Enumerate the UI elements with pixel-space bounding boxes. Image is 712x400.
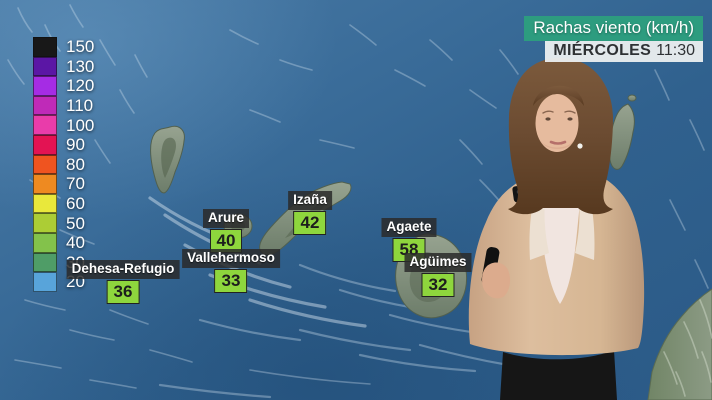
station-name: Arure [202,209,250,228]
header-datetime-box: MIÉRCOLES 11:30 [545,41,703,62]
legend-row: 120 [33,76,94,96]
legend-value-label: 120 [66,76,95,96]
wind-speed-legend: 150 130 120 110 100 90 80 70 60 50 40 30… [33,37,94,292]
legend-value-label: 80 [66,154,85,174]
time-label: 11:30 [656,42,695,59]
island-lanzarote [608,94,637,170]
legend-swatch [33,213,57,233]
legend-value-label: 100 [66,115,95,135]
station-aguimes: Agüimes 32 [404,253,472,298]
legend-swatch [33,272,57,292]
legend-swatch [33,37,57,57]
page-title: Rachas viento (km/h) [533,18,694,37]
legend-row: 100 [33,115,94,135]
legend-row: 150 [33,37,94,57]
earring [577,143,583,149]
legend-value-label: 90 [66,135,85,155]
legend-value-label: 130 [66,56,95,76]
legend-value-label: 50 [66,213,85,233]
legend-swatch [33,154,57,175]
station-name: Agaete [381,218,437,237]
legend-swatch [33,193,57,214]
station-value-badge: 32 [421,272,455,298]
presenter-face [535,94,579,152]
legend-row: 130 [33,56,95,77]
island-la-palma [150,125,185,194]
station-vallehermoso: Vallehermoso 33 [182,249,280,294]
station-name: Dehesa-Refugio [66,260,180,279]
legend-swatch [33,56,57,77]
african-coast [647,288,712,400]
station-name: Izaña [288,191,332,210]
legend-value-label: 110 [66,96,94,116]
legend-row: 60 [33,193,94,214]
station-value-badge: 33 [214,268,248,294]
station-name: Agüimes [404,253,472,272]
legend-row: 110 [33,95,94,116]
station-value-badge: 42 [293,210,327,236]
legend-swatch [33,174,57,194]
station-izana: Izaña 42 [288,191,332,236]
station-value-badge: 36 [106,279,140,305]
legend-value-label: 150 [66,37,95,57]
day-label: MIÉRCOLES [553,42,652,59]
legend-value-label: 70 [66,174,85,194]
legend-swatch [33,134,57,155]
header: Rachas viento (km/h) MIÉRCOLES 11:30 [524,16,703,62]
station-dehesa-refugio: Dehesa-Refugio 36 [66,260,180,305]
presenter-pants [500,350,617,400]
legend-swatch [33,232,57,253]
legend-row: 40 [33,232,94,253]
legend-row: 70 [33,174,94,194]
station-name: Vallehermoso [182,249,280,268]
legend-value-label: 40 [66,233,85,253]
legend-value-label: 60 [66,194,85,214]
header-title-box: Rachas viento (km/h) [524,16,703,41]
legend-swatch [33,76,57,96]
legend-swatch [33,115,57,135]
legend-row: 90 [33,134,94,155]
legend-row: 80 [33,154,94,175]
presenter-hand [482,262,511,299]
legend-swatch [33,252,57,273]
legend-swatch [33,95,57,116]
legend-row: 50 [33,213,94,233]
